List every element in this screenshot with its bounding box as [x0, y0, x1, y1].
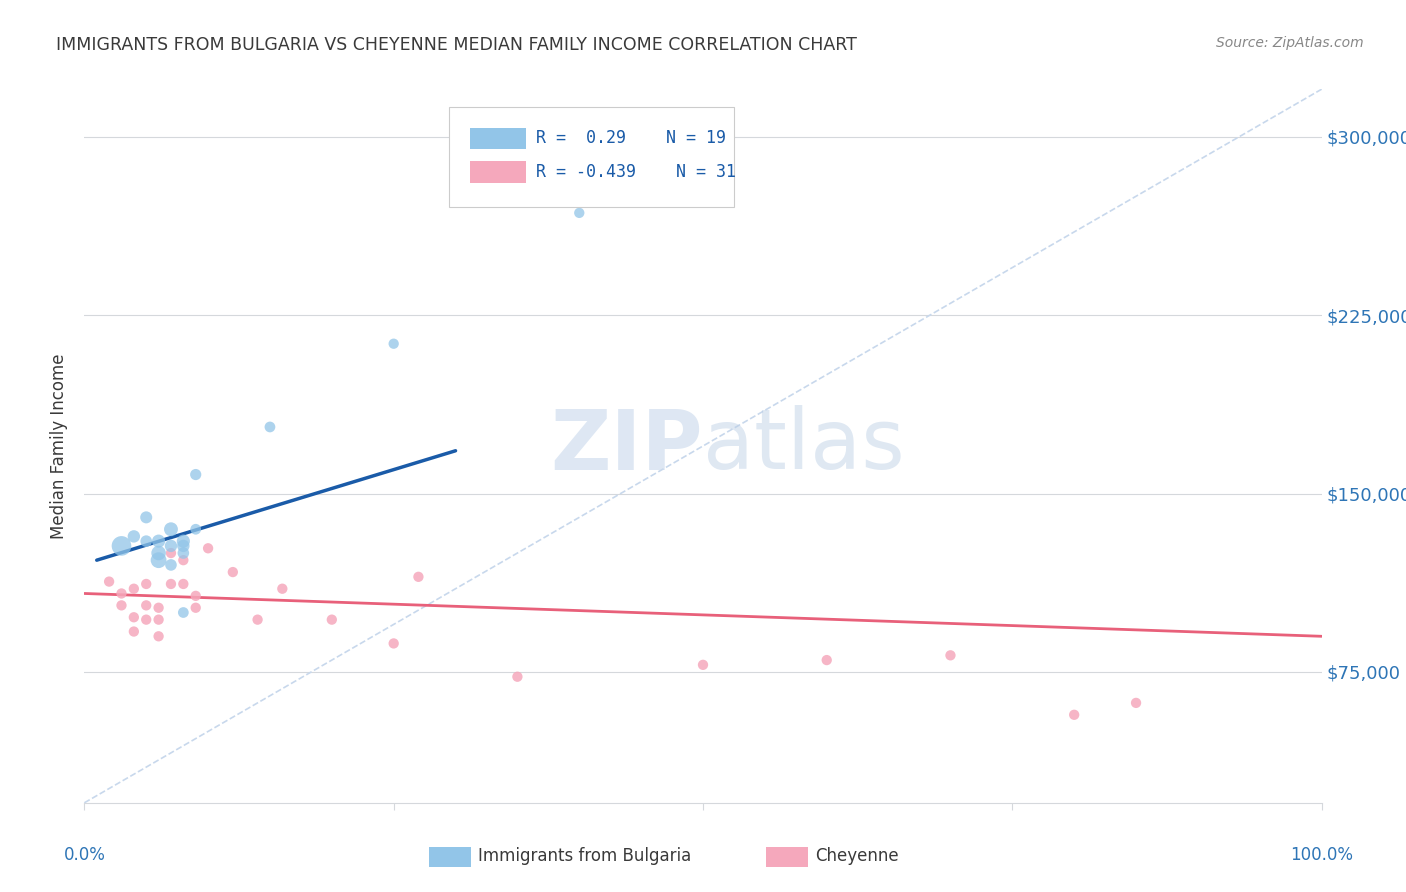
- Point: [506, 670, 529, 684]
- Text: 100.0%: 100.0%: [1291, 846, 1353, 863]
- Text: R =  0.29    N = 19: R = 0.29 N = 19: [536, 129, 725, 147]
- FancyBboxPatch shape: [471, 128, 526, 149]
- Text: 0.0%: 0.0%: [63, 846, 105, 863]
- Point: [1063, 707, 1085, 722]
- Point: [321, 613, 343, 627]
- Point: [148, 553, 170, 567]
- Text: Cheyenne: Cheyenne: [815, 847, 898, 865]
- Point: [160, 577, 183, 591]
- Point: [122, 582, 145, 596]
- Text: Source: ZipAtlas.com: Source: ZipAtlas.com: [1216, 36, 1364, 50]
- Point: [172, 534, 194, 549]
- FancyBboxPatch shape: [450, 107, 734, 207]
- Point: [184, 600, 207, 615]
- Point: [184, 467, 207, 482]
- FancyBboxPatch shape: [471, 161, 526, 183]
- Point: [172, 539, 194, 553]
- Point: [815, 653, 838, 667]
- Point: [692, 657, 714, 672]
- Point: [135, 599, 157, 613]
- Point: [222, 565, 245, 579]
- Text: R = -0.439    N = 31: R = -0.439 N = 31: [536, 163, 735, 181]
- Point: [271, 582, 294, 596]
- Point: [172, 577, 194, 591]
- Text: ZIP: ZIP: [551, 406, 703, 486]
- Point: [184, 589, 207, 603]
- Point: [148, 600, 170, 615]
- Point: [382, 336, 405, 351]
- Point: [1125, 696, 1147, 710]
- Point: [148, 629, 170, 643]
- Text: atlas: atlas: [703, 406, 904, 486]
- Point: [172, 553, 194, 567]
- Text: IMMIGRANTS FROM BULGARIA VS CHEYENNE MEDIAN FAMILY INCOME CORRELATION CHART: IMMIGRANTS FROM BULGARIA VS CHEYENNE MED…: [56, 36, 858, 54]
- Point: [110, 539, 132, 553]
- Point: [122, 529, 145, 543]
- Point: [98, 574, 121, 589]
- Point: [160, 558, 183, 572]
- Point: [122, 610, 145, 624]
- Y-axis label: Median Family Income: Median Family Income: [51, 353, 69, 539]
- Point: [259, 420, 281, 434]
- Point: [135, 577, 157, 591]
- Point: [408, 570, 430, 584]
- Point: [568, 206, 591, 220]
- Point: [184, 522, 207, 536]
- Point: [172, 606, 194, 620]
- Point: [110, 586, 132, 600]
- Point: [135, 534, 157, 549]
- Point: [382, 636, 405, 650]
- Point: [160, 546, 183, 560]
- Point: [172, 546, 194, 560]
- Point: [148, 546, 170, 560]
- Point: [135, 613, 157, 627]
- Text: Immigrants from Bulgaria: Immigrants from Bulgaria: [478, 847, 692, 865]
- Point: [122, 624, 145, 639]
- Point: [160, 539, 183, 553]
- Point: [246, 613, 269, 627]
- Point: [135, 510, 157, 524]
- Point: [148, 534, 170, 549]
- Point: [160, 522, 183, 536]
- Point: [939, 648, 962, 663]
- Point: [110, 599, 132, 613]
- Point: [148, 613, 170, 627]
- Point: [197, 541, 219, 556]
